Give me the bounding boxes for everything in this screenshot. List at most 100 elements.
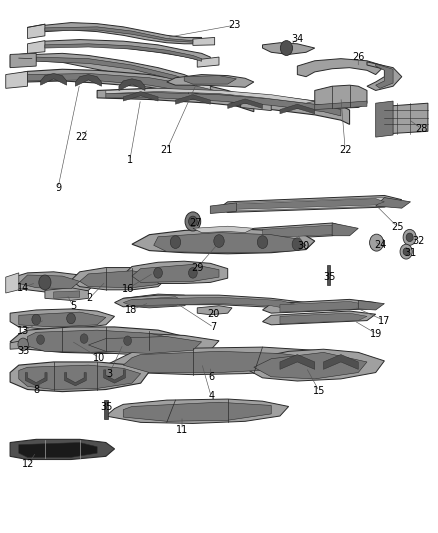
Circle shape	[67, 313, 75, 324]
Circle shape	[370, 234, 384, 251]
Polygon shape	[97, 88, 350, 124]
Circle shape	[154, 268, 162, 278]
Text: 9: 9	[55, 183, 61, 193]
Circle shape	[257, 236, 268, 248]
Text: 24: 24	[375, 240, 387, 251]
Polygon shape	[262, 300, 376, 313]
Text: 21: 21	[161, 145, 173, 155]
Polygon shape	[10, 309, 115, 329]
Text: 3: 3	[106, 369, 113, 378]
Polygon shape	[376, 101, 393, 137]
Circle shape	[32, 314, 41, 325]
Text: 31: 31	[404, 248, 417, 259]
Polygon shape	[297, 59, 385, 77]
Polygon shape	[358, 301, 385, 310]
Circle shape	[406, 233, 413, 241]
Polygon shape	[245, 349, 385, 381]
Polygon shape	[45, 27, 193, 42]
Polygon shape	[28, 74, 245, 108]
Circle shape	[80, 334, 88, 343]
Polygon shape	[371, 239, 383, 246]
Polygon shape	[28, 330, 176, 352]
Polygon shape	[106, 399, 289, 423]
Polygon shape	[123, 297, 297, 309]
Circle shape	[124, 336, 131, 345]
Polygon shape	[19, 53, 201, 91]
Circle shape	[214, 235, 224, 247]
Text: 4: 4	[208, 391, 214, 401]
Polygon shape	[241, 98, 271, 111]
Circle shape	[403, 248, 409, 255]
Text: 26: 26	[352, 52, 364, 62]
Text: 22: 22	[76, 132, 88, 142]
Polygon shape	[237, 199, 385, 209]
Polygon shape	[28, 24, 45, 38]
Polygon shape	[53, 291, 80, 298]
Text: 22: 22	[339, 145, 351, 155]
Polygon shape	[41, 74, 67, 85]
Circle shape	[280, 41, 293, 55]
Polygon shape	[75, 75, 102, 86]
Polygon shape	[323, 354, 358, 369]
Polygon shape	[106, 88, 315, 103]
Polygon shape	[254, 352, 367, 379]
Text: 34: 34	[291, 34, 304, 44]
Text: 30: 30	[298, 241, 310, 252]
Polygon shape	[64, 373, 86, 386]
Polygon shape	[280, 302, 367, 312]
Polygon shape	[106, 93, 341, 116]
Polygon shape	[193, 226, 254, 232]
Text: 25: 25	[391, 222, 404, 232]
Polygon shape	[262, 225, 341, 238]
Polygon shape	[6, 273, 19, 293]
Text: 13: 13	[17, 326, 29, 336]
Polygon shape	[25, 373, 47, 386]
Polygon shape	[184, 360, 237, 372]
Polygon shape	[10, 53, 36, 68]
Circle shape	[170, 236, 181, 248]
Polygon shape	[36, 57, 193, 86]
Circle shape	[292, 238, 303, 251]
Circle shape	[400, 244, 412, 259]
Polygon shape	[10, 272, 97, 293]
Polygon shape	[45, 44, 201, 61]
Polygon shape	[385, 103, 428, 134]
Polygon shape	[104, 370, 125, 383]
Polygon shape	[197, 306, 232, 315]
Text: 19: 19	[371, 329, 383, 339]
Text: 33: 33	[17, 346, 29, 357]
Text: 11: 11	[176, 425, 188, 435]
Polygon shape	[167, 75, 254, 87]
Circle shape	[39, 275, 51, 290]
Polygon shape	[10, 362, 149, 392]
Polygon shape	[262, 311, 376, 325]
Polygon shape	[184, 76, 237, 84]
Text: 32: 32	[412, 236, 424, 246]
Polygon shape	[80, 271, 158, 288]
Polygon shape	[19, 365, 141, 390]
Polygon shape	[245, 223, 350, 240]
Circle shape	[403, 229, 416, 245]
Polygon shape	[228, 99, 262, 109]
Text: 18: 18	[125, 305, 137, 315]
Text: 10: 10	[93, 353, 106, 362]
Polygon shape	[132, 228, 315, 254]
Polygon shape	[332, 223, 358, 236]
Polygon shape	[367, 62, 402, 91]
Polygon shape	[80, 333, 219, 354]
Polygon shape	[28, 41, 45, 53]
Polygon shape	[36, 39, 210, 63]
Polygon shape	[119, 79, 145, 91]
Text: 20: 20	[208, 309, 220, 319]
Circle shape	[188, 216, 197, 227]
Polygon shape	[132, 297, 184, 307]
Polygon shape	[237, 198, 393, 211]
Polygon shape	[376, 64, 393, 88]
Circle shape	[37, 335, 45, 344]
Text: 35: 35	[324, 272, 336, 282]
Polygon shape	[10, 53, 28, 67]
Text: 17: 17	[378, 316, 391, 326]
Polygon shape	[71, 268, 167, 290]
Polygon shape	[197, 57, 219, 67]
Polygon shape	[132, 264, 219, 282]
